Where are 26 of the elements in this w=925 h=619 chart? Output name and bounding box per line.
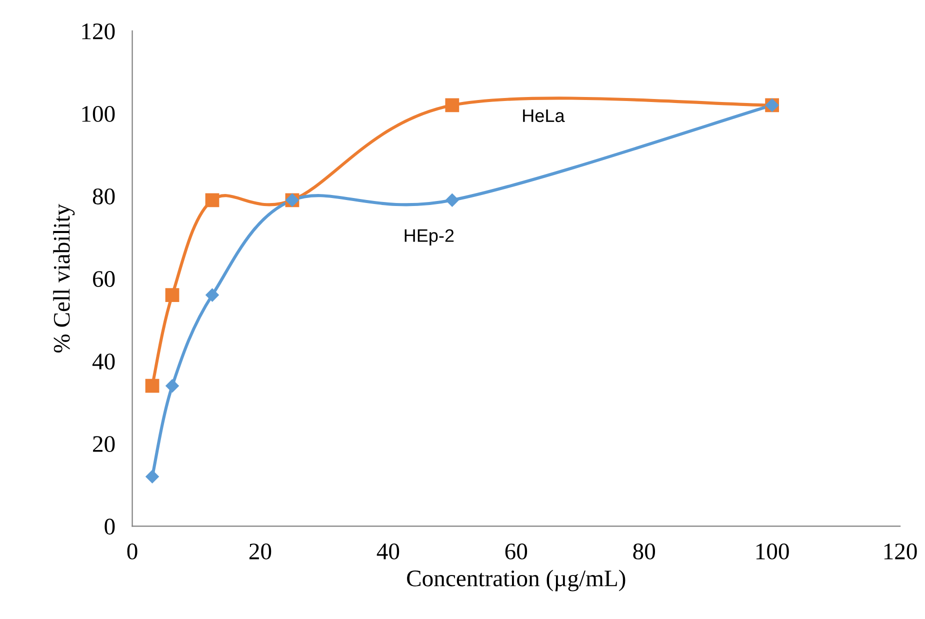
x-tick-label: 80 [633,544,656,560]
y-tick-label: 40 [92,354,115,370]
x-tick-label: 0 [127,544,138,560]
x-tick-label: 40 [376,544,400,560]
y-axis-title: % Cell viability [53,204,75,352]
x-tick-label: 60 [505,544,528,560]
point [445,98,460,112]
y-tick-label: 80 [92,188,115,204]
y-tick-label: 120 [82,23,115,40]
series-label: HeLa [523,109,565,122]
x-axis-title: Concentration (µg/mL) [407,570,626,592]
y-tick-label: 0 [104,518,115,535]
series-label: HEp-2 [404,229,454,246]
point [146,470,159,484]
x-tick-label: 20 [249,544,272,560]
x-tick-label: 100 [756,544,789,560]
x-tick-label: 120 [884,544,917,560]
point [166,379,179,392]
point [205,193,220,208]
y-tick-label: 60 [93,271,115,287]
point [145,378,160,393]
point [206,288,219,302]
point [446,194,459,207]
point [165,288,180,302]
y-tick-label: 20 [93,436,115,452]
y-tick-label: 100 [82,106,115,122]
